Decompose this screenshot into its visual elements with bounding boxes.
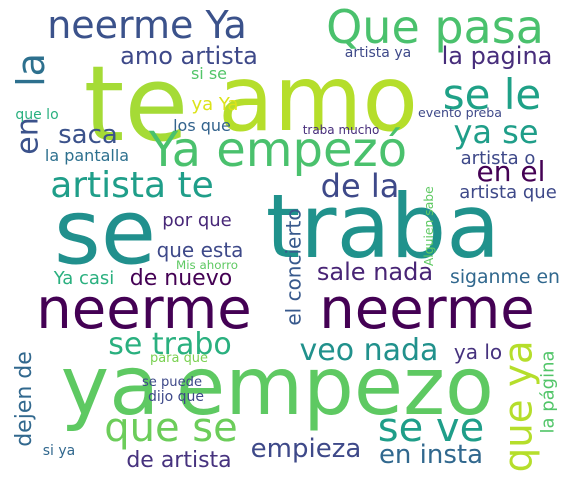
word-amo-artista: amo artista: [120, 42, 258, 70]
word-que-se: que se: [104, 405, 238, 451]
word-neerme-2: neerme: [319, 277, 535, 342]
word-evento-preba: evento preba: [418, 104, 502, 120]
word-neerme-1: neerme: [36, 277, 252, 342]
word-se-puede: se puede: [141, 375, 202, 391]
word-artista-que: artista que: [459, 182, 557, 203]
word-se-le: se le: [442, 70, 542, 119]
word-neerme-ya: neerme Ya: [47, 3, 247, 47]
word-artista-te: artista te: [50, 165, 214, 206]
word-ya: ya: [60, 339, 160, 434]
word-la-pagina-accent: la página: [537, 350, 559, 434]
word-que-lo: que lo: [15, 107, 59, 123]
word-dejen-de: dejen de: [12, 351, 37, 447]
word-empieza: empieza: [250, 434, 362, 464]
word-se-trabo: se trabo: [108, 327, 232, 362]
word-artista-o: artista o: [460, 148, 536, 169]
word-para-que: para que: [149, 350, 208, 366]
word-ya-casi: Ya casi: [53, 268, 115, 289]
word-por-que: por que: [162, 210, 232, 231]
word-dijo-que: dijo que: [147, 389, 205, 405]
word-los-que: los que: [173, 116, 231, 135]
word-en-el: en el: [476, 155, 546, 188]
word-de-la: de la: [320, 167, 400, 205]
word-ya-empezo: Ya empezó: [148, 122, 408, 178]
word-de-nuevo: de nuevo: [129, 266, 233, 291]
word-se: se: [53, 180, 157, 285]
word-que-pasa: Que pasa: [326, 0, 544, 54]
word-sale-nada: sale nada: [316, 258, 434, 286]
word-el-concierto: el concierto: [281, 208, 306, 326]
word-la-pagina: la pagina: [441, 42, 553, 70]
word-saca: saca: [58, 120, 118, 150]
word-empezo: empezo: [176, 340, 494, 433]
word-alguien-sabe: Alguien sabe: [420, 186, 436, 266]
word-que-ya: que ya: [496, 340, 542, 472]
word-la: la: [9, 53, 53, 87]
word-veo-nada: veo nada: [299, 333, 439, 368]
word-en-insta: en insta: [378, 440, 484, 470]
word-traba: traba: [265, 175, 501, 278]
word-que-esta: que esta: [156, 238, 244, 262]
word-ya-lo: ya lo: [453, 340, 503, 364]
word-te: te: [83, 43, 189, 165]
word-se-ve: se ve: [377, 405, 485, 451]
word-ya-se: ya se: [453, 113, 539, 151]
word-mis-ahorro: Mis ahorro: [176, 258, 238, 273]
word-traba-mucho: traba mucho: [302, 123, 380, 137]
word-la-pantalla: la pantalla: [44, 146, 130, 165]
word-de-artista: de artista: [126, 448, 232, 473]
word-siganme-en: siganme en: [450, 266, 560, 288]
word-ya-ya: ya Ya: [191, 94, 239, 115]
word-si-se: si se: [190, 64, 228, 83]
word-artista-ya: artista ya: [344, 45, 412, 61]
word-si-ya: si ya: [42, 443, 76, 459]
word-amo: amo: [218, 46, 418, 152]
